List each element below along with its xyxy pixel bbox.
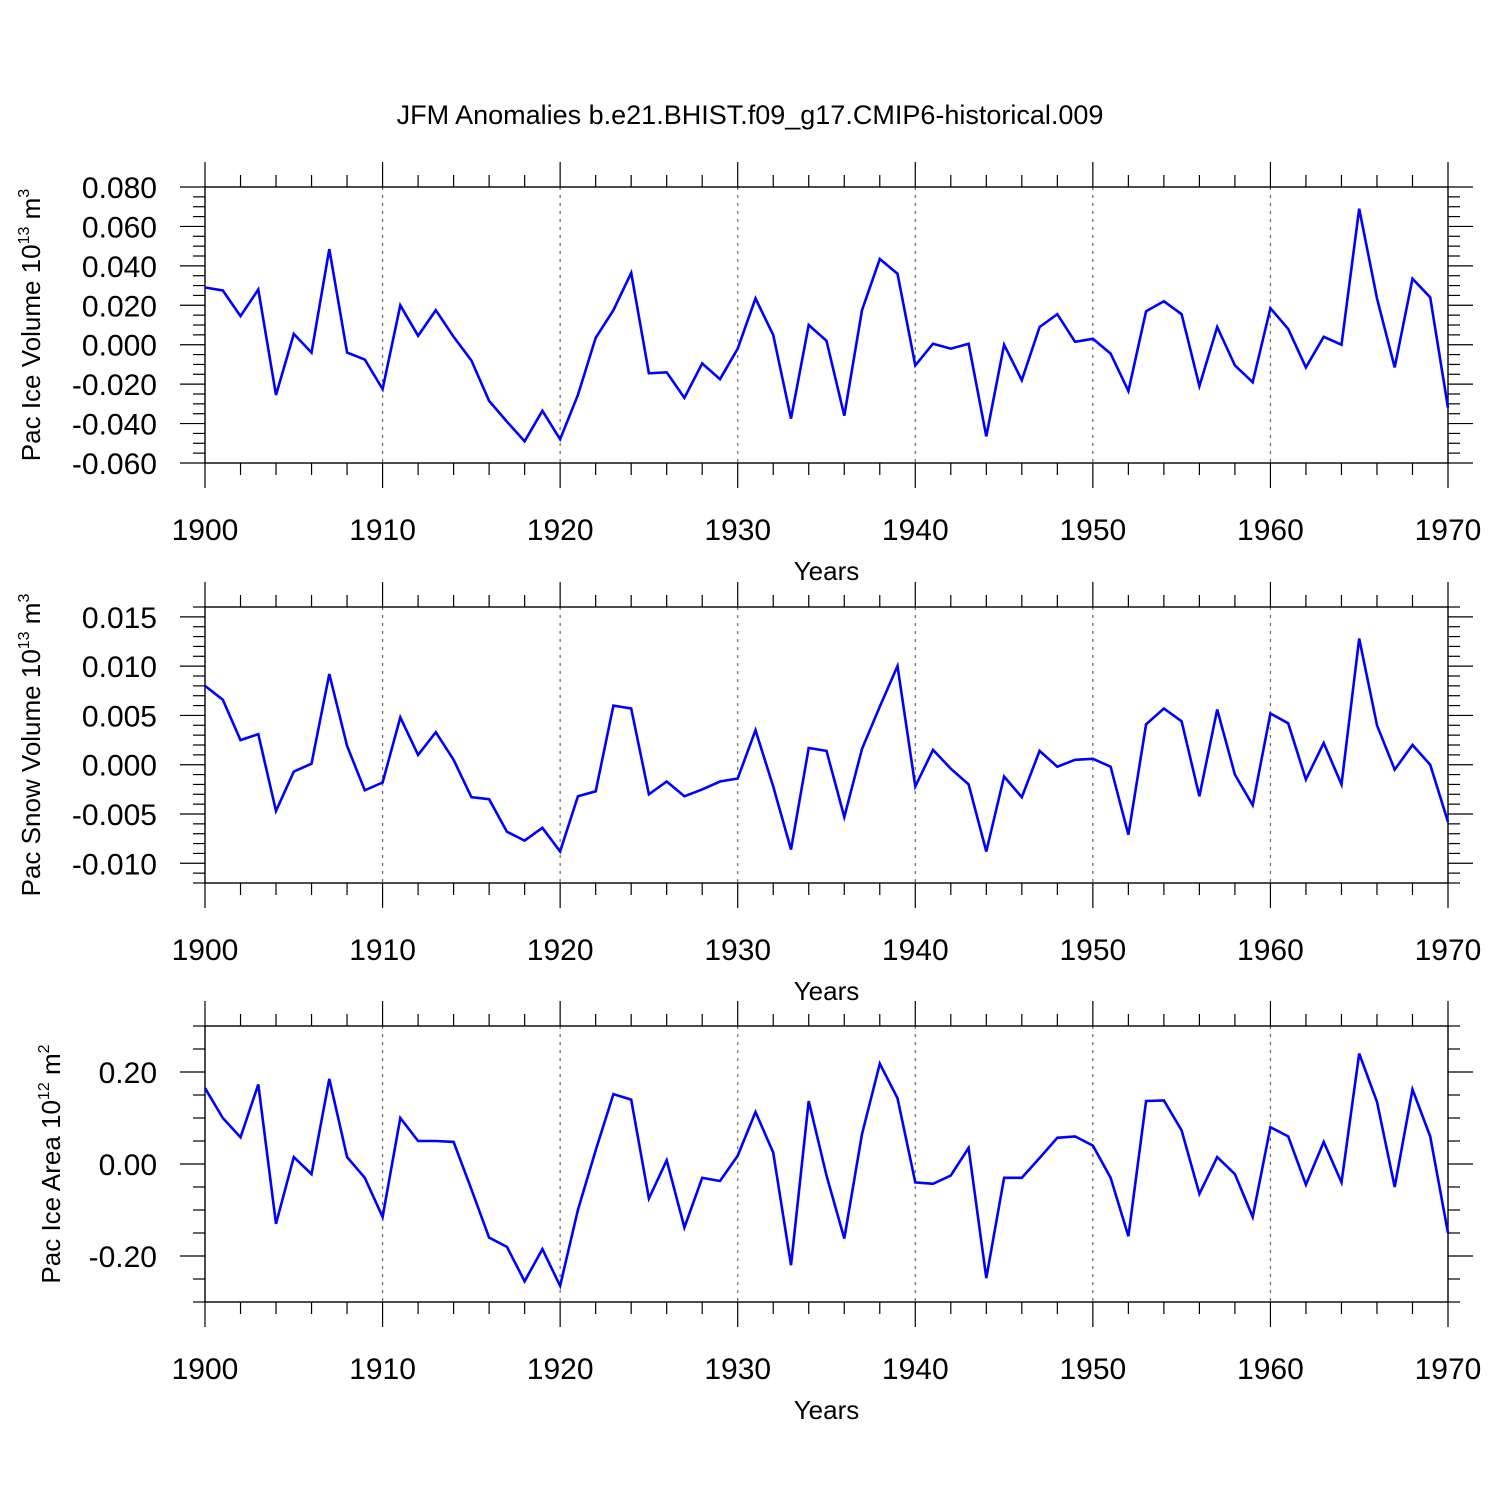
x-tick-label: 1920	[527, 1353, 594, 1386]
x-tick-label: 1960	[1237, 934, 1304, 967]
x-tick-label: 1970	[1415, 514, 1482, 547]
y-axis-title-ylabel-unit: m	[16, 603, 46, 632]
y-tick-label: -0.005	[72, 799, 157, 832]
x-tick-label: 1910	[349, 934, 416, 967]
series-line	[204, 208, 1450, 444]
y-tick-label: -0.040	[72, 409, 157, 442]
x-tick-label: 1970	[1415, 1353, 1482, 1386]
x-tick-label: 1920	[527, 514, 594, 547]
y-tick-label: 0.010	[82, 651, 157, 684]
x-tick-label: 1960	[1237, 514, 1304, 547]
panel-3: -0.20 0.00 0.20 1900 1910 1920 1930 1940 1950 196…	[36, 1001, 1481, 1425]
y-axis-title-ylabel-exp: 13	[16, 226, 33, 244]
x-tick-label: 1910	[349, 1353, 416, 1386]
panel-2: -0.010 -0.005 0.000 0.005 0.010 0.015 1900 1910…	[16, 582, 1481, 1006]
x-tick-label: 1970	[1415, 934, 1482, 967]
x-axis-title: Years	[794, 556, 860, 586]
y-tick-label: 0.015	[82, 602, 157, 635]
y-tick-label: -0.060	[72, 448, 157, 481]
plot-frame	[204, 186, 1449, 464]
y-tick-label: -0.010	[72, 848, 157, 881]
x-tick-label: 1940	[882, 1353, 949, 1386]
y-axis-title-ylabel-unit-exp: 2	[36, 1044, 53, 1053]
y-axis-title: Pac Ice Area 1012 m2	[36, 1044, 66, 1283]
y-axis-title: Pac Ice Volume 1013 m3	[16, 189, 46, 462]
x-tick-label: 1900	[172, 1353, 239, 1386]
y-tick-label: 0.040	[82, 251, 157, 284]
x-tick-label: 1940	[882, 934, 949, 967]
y-tick-label: 0.000	[82, 330, 157, 363]
x-tick-label: 1950	[1059, 934, 1126, 967]
y-tick-label: 0.20	[99, 1057, 157, 1090]
y-axis-title-ylabel-unit-exp: 3	[16, 594, 33, 603]
x-tick-label: 1930	[704, 934, 771, 967]
y-tick-label: 0.000	[82, 750, 157, 783]
chart-title: JFM Anomalies b.e21.BHIST.f09_g17.CMIP6-…	[397, 100, 1104, 130]
y-tick-label: -0.20	[89, 1241, 157, 1274]
y-tick-label: -0.020	[72, 369, 157, 402]
x-tick-label: 1930	[704, 514, 771, 547]
y-tick-label: 0.060	[82, 211, 157, 244]
y-axis-title-ylabel-unit: m	[16, 198, 46, 227]
x-tick-label: 1960	[1237, 1353, 1304, 1386]
y-axis-title-ylabel: Pac Ice Volume 10	[16, 244, 46, 461]
series-line	[203, 1053, 1450, 1290]
y-axis-title-ylabel: Pac Snow Volume 10	[16, 649, 46, 896]
y-axis-title-ylabel: Pac Ice Area 10	[36, 1100, 66, 1284]
y-tick-label: 0.020	[82, 290, 157, 323]
x-axis-title: Years	[794, 1395, 860, 1425]
x-tick-label: 1940	[882, 514, 949, 547]
y-tick-label: 0.005	[82, 700, 157, 733]
y-axis-title: Pac Snow Volume 1013 m3	[16, 594, 46, 897]
x-tick-label: 1930	[704, 1353, 771, 1386]
y-axis-title-ylabel-exp: 13	[16, 631, 33, 649]
x-tick-label: 1950	[1059, 514, 1126, 547]
x-tick-label: 1920	[527, 934, 594, 967]
x-tick-label: 1900	[172, 934, 239, 967]
panels: -0.060 -0.040 -0.020 0.000 0.020 0.040 0.060 0.…	[16, 162, 1481, 1425]
x-tick-label: 1910	[349, 514, 416, 547]
y-tick-label: 0.00	[99, 1149, 157, 1182]
y-tick-label: 0.080	[82, 172, 157, 205]
y-axis-title-ylabel-unit: m	[36, 1053, 66, 1082]
x-axis-title: Years	[794, 976, 860, 1006]
x-tick-label: 1950	[1059, 1353, 1126, 1386]
y-axis-title-ylabel-unit-exp: 3	[16, 189, 33, 198]
series-line	[204, 638, 1450, 855]
x-tick-label: 1900	[172, 514, 239, 547]
panel-1: -0.060 -0.040 -0.020 0.000 0.020 0.040 0.060 0.…	[16, 162, 1481, 586]
y-axis-title-ylabel-exp: 12	[36, 1082, 53, 1100]
